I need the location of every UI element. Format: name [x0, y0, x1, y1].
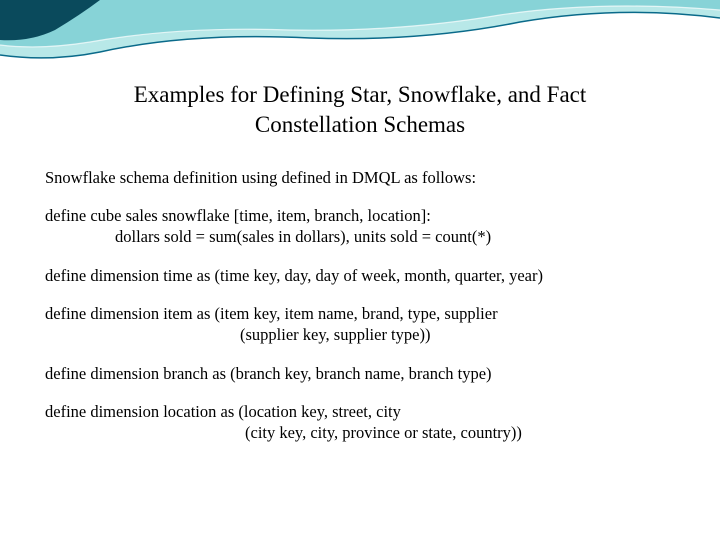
dimension-item: define dimension item as (item key, item…	[45, 304, 675, 345]
dimension-branch: define dimension branch as (branch key, …	[45, 364, 675, 385]
dim-item-line-2: (supplier key, supplier type))	[45, 325, 675, 346]
cube-definition: define cube sales snowflake [time, item,…	[45, 206, 675, 247]
title-line-1: Examples for Defining Star, Snowflake, a…	[134, 82, 587, 107]
title-line-2: Constellation Schemas	[255, 112, 465, 137]
cube-line-1: define cube sales snowflake [time, item,…	[45, 206, 675, 227]
cube-line-2: dollars sold = sum(sales in dollars), un…	[45, 227, 675, 248]
dimension-time: define dimension time as (time key, day,…	[45, 266, 675, 287]
slide-content: Examples for Defining Star, Snowflake, a…	[0, 0, 720, 481]
slide-body: Snowflake schema definition using define…	[45, 168, 675, 444]
intro-text: Snowflake schema definition using define…	[45, 168, 675, 189]
dimension-location: define dimension location as (location k…	[45, 402, 675, 443]
slide-title: Examples for Defining Star, Snowflake, a…	[45, 80, 675, 140]
dim-location-line-2: (city key, city, province or state, coun…	[45, 423, 675, 444]
dim-location-line-1: define dimension location as (location k…	[45, 402, 675, 423]
dim-item-line-1: define dimension item as (item key, item…	[45, 304, 675, 325]
